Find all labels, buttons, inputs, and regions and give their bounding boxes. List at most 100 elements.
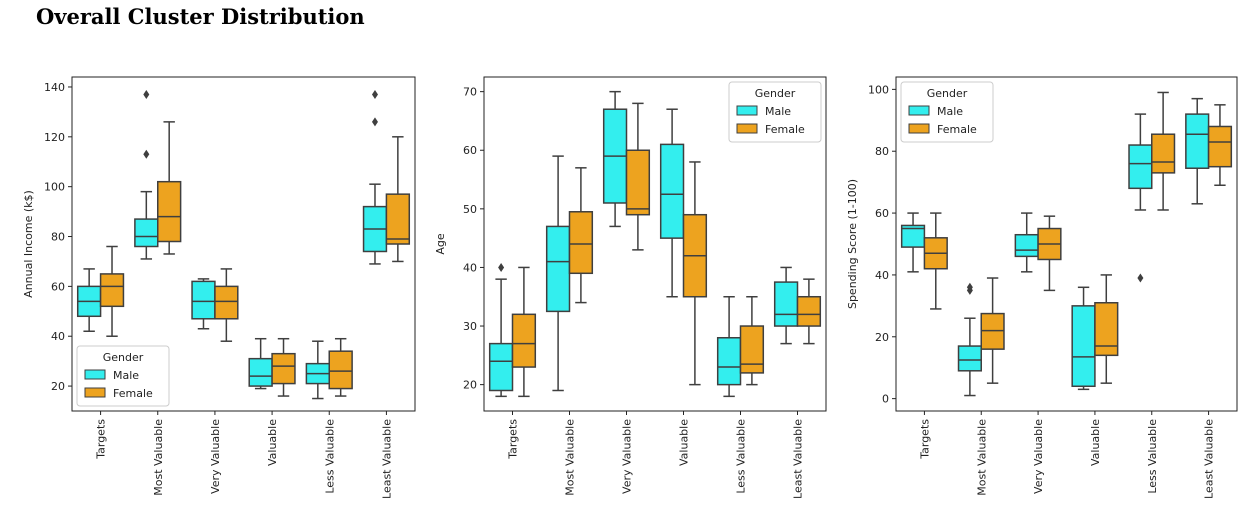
box-male <box>716 295 742 398</box>
box-male <box>545 155 571 392</box>
box-body <box>980 312 1005 350</box>
y-tick-label: 30 <box>463 320 477 333</box>
legend-label-male: Male <box>113 369 139 382</box>
box-male <box>900 212 926 273</box>
box-female <box>1151 91 1176 211</box>
box-male <box>362 89 388 265</box>
x-tick-label: Valuable <box>678 419 691 466</box>
legend-label-male: Male <box>937 105 963 118</box>
outlier-point <box>1137 273 1144 283</box>
outlier-point <box>143 89 150 99</box>
box-female <box>980 277 1005 384</box>
box-female <box>739 295 765 386</box>
x-tick-label: Least Valuable <box>380 419 393 499</box>
box-body <box>1185 113 1210 169</box>
box-body <box>99 273 125 308</box>
figure-title: Overall Cluster Distribution <box>36 4 365 29</box>
y-tick-label: 20 <box>463 379 477 392</box>
box-female <box>1207 104 1233 186</box>
box-female <box>568 167 594 304</box>
x-tick-label: Very Valuable <box>209 419 222 494</box>
y-tick-label: 120 <box>44 131 65 144</box>
box-female <box>385 136 411 263</box>
box-body <box>1014 233 1039 258</box>
outlier-point <box>498 262 505 272</box>
y-axis-label: Spending Score (1-100) <box>846 179 859 309</box>
x-tick-label: Very Valuable <box>621 419 634 494</box>
y-tick-label: 100 <box>868 83 889 96</box>
box-body <box>1207 125 1233 168</box>
box-female <box>682 161 708 386</box>
legend-swatch-female <box>908 123 930 134</box>
box-body <box>157 180 182 243</box>
box-male <box>1071 286 1096 391</box>
legend-label-female: Female <box>937 123 977 136</box>
legend-swatch-male <box>84 369 106 380</box>
legend-swatch-male <box>908 105 930 116</box>
box-body <box>214 285 239 320</box>
box-male <box>1128 113 1153 283</box>
box-body <box>716 337 742 386</box>
y-tick-label: 60 <box>51 280 65 293</box>
outlier-point <box>966 282 973 292</box>
y-axis-label: Annual Income (k$) <box>22 190 35 298</box>
box-body <box>248 357 273 387</box>
box-body <box>568 211 594 275</box>
box-male <box>76 268 102 332</box>
box-body <box>957 345 982 372</box>
x-tick-label: Targets <box>95 419 108 460</box>
outlier-point <box>371 117 378 127</box>
legend: Gender Male Female <box>900 81 994 143</box>
box-female <box>328 337 353 397</box>
legend-swatch-female <box>84 387 106 398</box>
y-tick-label: 100 <box>44 181 65 194</box>
y-tick-label: 40 <box>875 269 889 282</box>
box-body <box>488 342 514 392</box>
box-female <box>796 278 822 345</box>
box-body <box>1128 144 1153 190</box>
legend-label-male: Male <box>765 105 791 118</box>
legend-title: Gender <box>927 87 968 100</box>
box-female <box>1037 215 1062 292</box>
box-female <box>511 266 537 398</box>
y-tick-label: 80 <box>51 231 65 244</box>
x-tick-label: Less Valuable <box>323 419 336 494</box>
legend-title: Gender <box>755 87 796 100</box>
box-male <box>134 89 159 260</box>
box-body <box>134 218 159 248</box>
box-male <box>659 108 685 298</box>
box-body <box>739 325 765 374</box>
box-male <box>248 337 273 390</box>
chart-income: 20 40 60 80 100 120 140 Annual Income (k$) Targe… <box>22 76 416 499</box>
chart-spending: 0 20 40 60 80 100 Spending Score (1-100) Target… <box>846 76 1238 499</box>
outlier-point <box>371 89 378 99</box>
legend-swatch-male <box>736 105 758 116</box>
box-body <box>1151 133 1176 174</box>
x-tick-label: Valuable <box>266 419 279 466</box>
box-male <box>1014 212 1039 273</box>
y-tick-label: 40 <box>51 330 65 343</box>
y-tick-label: 140 <box>44 81 65 94</box>
y-tick-label: 40 <box>463 261 477 274</box>
chart-age: 20 30 40 50 60 70 Age Targets Most Valuable Very … <box>434 76 827 499</box>
legend-label-female: Female <box>765 123 805 136</box>
x-tick-label: Most Valuable <box>564 419 577 496</box>
box-male <box>602 90 628 228</box>
box-female <box>1094 274 1119 384</box>
box-body <box>545 225 571 313</box>
box-female <box>157 121 182 255</box>
box-female <box>214 268 239 342</box>
box-female <box>99 245 125 337</box>
box-body <box>796 295 822 327</box>
box-body <box>1071 305 1096 388</box>
box-male <box>305 340 330 400</box>
box-male <box>773 266 799 345</box>
x-tick-label: Less Valuable <box>1146 419 1159 494</box>
box-body <box>511 313 537 368</box>
y-tick-label: 60 <box>875 207 889 220</box>
box-body <box>659 143 685 239</box>
box-body <box>1094 302 1119 357</box>
box-female <box>271 337 296 397</box>
y-tick-label: 50 <box>463 203 477 216</box>
